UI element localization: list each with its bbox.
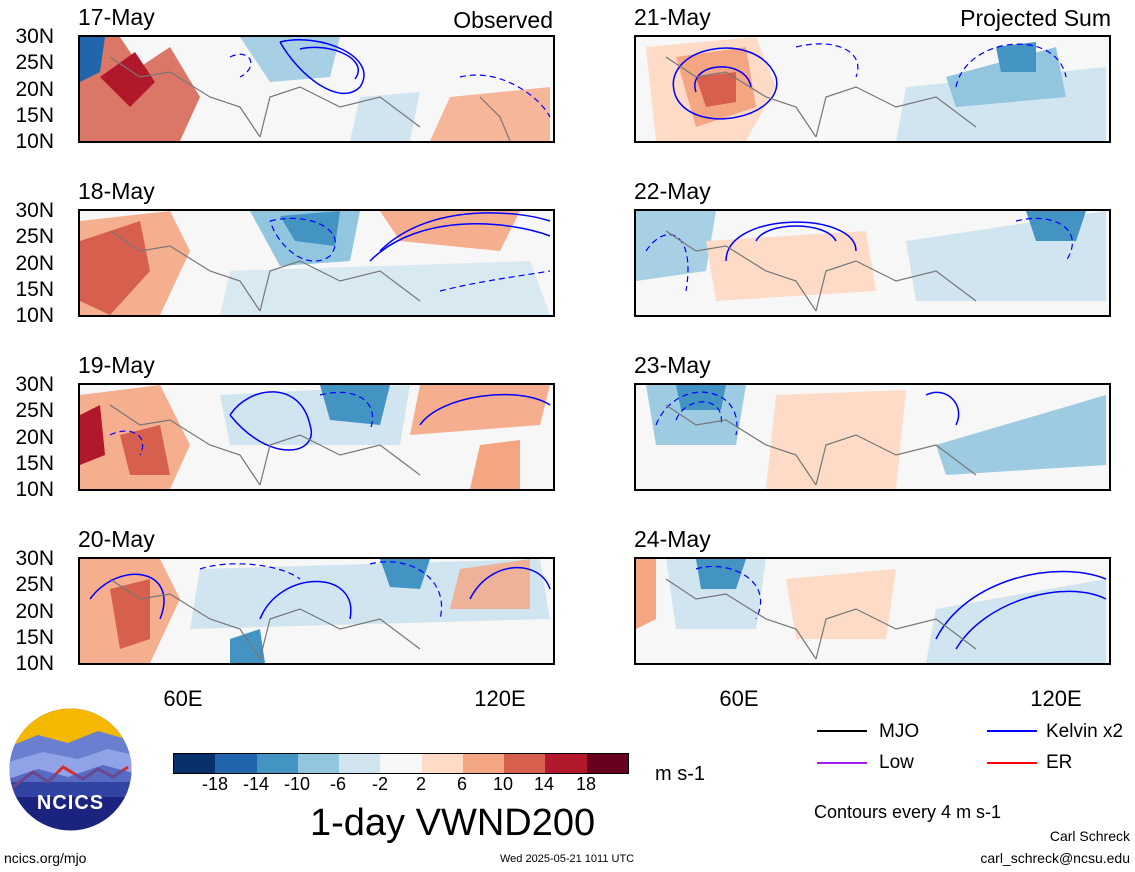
lon-label: 120E	[1030, 686, 1082, 711]
footer-timestamp: Wed 2025-05-21 1011 UTC	[500, 853, 635, 865]
lon-label: 120E	[474, 686, 526, 711]
panel-date: 18-May	[78, 178, 155, 204]
legend-line-kelvin	[987, 730, 1037, 732]
lat-label: 30N	[15, 199, 54, 222]
panel-tag: Observed	[453, 7, 553, 33]
lat-label: 25N	[15, 225, 54, 248]
map-panel-20-may	[78, 557, 555, 665]
legend-line-er	[987, 762, 1037, 764]
legend-label-kelvin: Kelvin x2	[1046, 721, 1124, 742]
footer-site: ncics.org/mjo	[4, 850, 87, 866]
lat-label: 25N	[15, 51, 54, 74]
map-panel-19-may	[78, 383, 555, 491]
colorbar-swatch	[586, 754, 628, 773]
panel-date: 22-May	[634, 178, 711, 204]
map-panel-22-may	[634, 209, 1111, 317]
colorbar-label: 18	[575, 774, 597, 794]
lat-label: 15N	[15, 278, 54, 301]
plot-title: 1-day VWND200	[310, 802, 596, 844]
panel-date: 17-May	[78, 4, 155, 30]
lat-label: 30N	[15, 25, 54, 48]
lon-label: 60E	[719, 686, 759, 711]
ncics-logo: NCICS	[8, 707, 133, 832]
map-panel-17-may	[78, 35, 555, 143]
colorbar-swatch	[297, 754, 340, 773]
colorbar-swatch	[215, 754, 257, 773]
map-panel-23-may	[634, 383, 1111, 491]
panel-date: 19-May	[78, 352, 155, 378]
legend-label-low: Low	[879, 752, 914, 773]
colorbar-label: 14	[533, 774, 555, 794]
lat-label: 20N	[15, 78, 54, 101]
lat-label: 30N	[15, 547, 54, 570]
colorbar-label: -10	[283, 774, 310, 794]
map-field	[80, 37, 553, 141]
map-field	[80, 211, 553, 315]
map-field	[636, 37, 1109, 141]
panel-date: 24-May	[634, 526, 711, 552]
contour-interval-note: Contours every 4 m s-1	[814, 802, 1002, 822]
map-field	[80, 385, 553, 489]
colorbar-label: 6	[456, 774, 467, 794]
lat-label: 20N	[15, 600, 54, 623]
legend-label-er: ER	[1046, 752, 1073, 773]
map-panel-24-may	[634, 557, 1111, 665]
map-field	[636, 211, 1109, 315]
map-panel-18-may	[78, 209, 555, 317]
lat-label: 10N	[15, 130, 54, 153]
colorbar-units: m s-1	[655, 763, 705, 785]
colorbar-swatch	[339, 754, 381, 773]
map-field	[80, 559, 553, 663]
colorbar-label: -18	[201, 774, 228, 794]
lat-label: 25N	[15, 573, 54, 596]
lat-label: 25N	[15, 399, 54, 422]
colorbar-swatch	[256, 754, 298, 773]
lat-label: 20N	[15, 252, 54, 275]
panel-tag: Projected Sum	[960, 5, 1111, 31]
colorbar-swatch	[174, 754, 216, 773]
colorbar-label: -14	[242, 774, 269, 794]
map-panel-21-may	[634, 35, 1111, 143]
panel-date: 21-May	[634, 4, 711, 30]
lat-label: 15N	[15, 626, 54, 649]
colorbar-swatch	[380, 754, 422, 773]
colorbar	[173, 753, 629, 774]
lat-label: 30N	[15, 373, 54, 396]
legend-line-low	[817, 762, 867, 764]
legend-label-mjo: MJO	[879, 721, 920, 742]
colorbar-label: -6	[329, 774, 346, 794]
lat-label: 10N	[15, 478, 54, 501]
colorbar-swatch	[462, 754, 505, 773]
map-field	[636, 559, 1109, 663]
colorbar-label: 2	[415, 774, 426, 794]
footer-email: carl_schreck@ncsu.edu	[980, 850, 1130, 866]
legend-line-mjo	[817, 730, 867, 732]
logo-text: NCICS	[36, 792, 105, 814]
footer-author: Carl Schreck	[1049, 828, 1130, 844]
lat-label: 10N	[15, 304, 54, 327]
panel-date: 23-May	[634, 352, 711, 378]
colorbar-label: -2	[371, 774, 388, 794]
lat-label: 20N	[15, 426, 54, 449]
colorbar-swatch	[421, 754, 463, 773]
lat-label: 15N	[15, 104, 54, 127]
map-field	[636, 385, 1109, 489]
colorbar-swatch	[504, 754, 546, 773]
panel-date: 20-May	[78, 526, 155, 552]
lat-label: 15N	[15, 452, 54, 475]
colorbar-swatch	[545, 754, 587, 773]
colorbar-label: 10	[492, 774, 514, 794]
lon-label: 60E	[163, 686, 203, 711]
lat-label: 10N	[15, 652, 54, 675]
